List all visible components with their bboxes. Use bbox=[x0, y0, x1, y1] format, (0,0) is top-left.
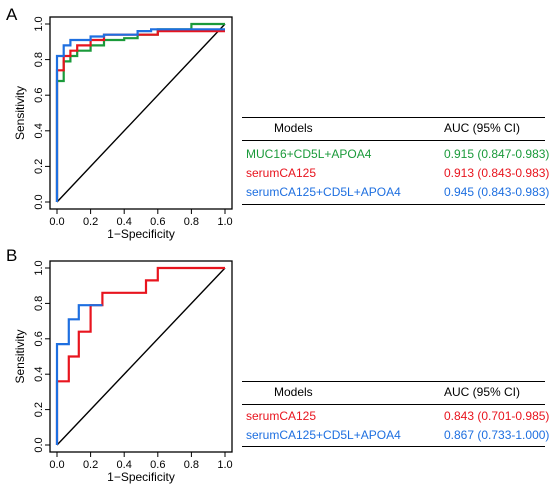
x-tick-label: 0.8 bbox=[184, 459, 199, 471]
y-tick-label: 0.8 bbox=[33, 52, 45, 67]
x-tick-label: 0.4 bbox=[117, 216, 132, 228]
x-axis-label: 1−Specificity bbox=[107, 470, 175, 484]
table-row: serumCA125 0.913 (0.843-0.983) bbox=[242, 163, 549, 181]
y-axis-label: Sensitivity bbox=[13, 329, 27, 383]
model-name: serumCA125 bbox=[246, 409, 317, 423]
table-row: serumCA125 0.843 (0.701-0.985) bbox=[242, 406, 549, 424]
y-tick-label: 0.8 bbox=[33, 296, 45, 311]
roc-curve bbox=[55, 28, 225, 202]
y-axis-label: Sensitivity bbox=[13, 86, 27, 140]
header-models: Models bbox=[274, 121, 313, 135]
x-tick-label: 0.8 bbox=[184, 216, 199, 228]
y-tick-label: 0.2 bbox=[33, 402, 45, 417]
roc-curve bbox=[55, 30, 225, 202]
reference-diagonal bbox=[56, 267, 226, 446]
y-tick-label: 0.4 bbox=[33, 367, 45, 382]
x-tick-label: 0.2 bbox=[83, 216, 98, 228]
model-name: MUC16+CD5L+APOA4 bbox=[246, 147, 372, 161]
panel-letter-a: A bbox=[6, 5, 18, 24]
x-tick-label: 0.4 bbox=[117, 459, 132, 471]
x-tick-label: 1.0 bbox=[217, 459, 232, 471]
model-name: serumCA125+CD5L+APOA4 bbox=[246, 428, 401, 442]
y-tick-label: 0.6 bbox=[33, 331, 45, 346]
auc-value: 0.867 (0.733-1.000) bbox=[444, 428, 550, 442]
auc-table-a: Models AUC (95% CI) MUC16+CD5L+APOA4 0.9… bbox=[242, 117, 549, 209]
table-header: Models AUC (95% CI) bbox=[242, 117, 545, 141]
y-tick-label: 0.0 bbox=[33, 437, 45, 452]
auc-value: 0.913 (0.843-0.983) bbox=[444, 166, 550, 180]
auc-table-b: Models AUC (95% CI) serumCA125 0.843 (0.… bbox=[242, 381, 549, 451]
auc-value: 0.843 (0.701-0.985) bbox=[444, 409, 550, 423]
table-row: serumCA125+CD5L+APOA4 0.867 (0.733-1.000… bbox=[242, 425, 549, 443]
model-name: serumCA125+CD5L+APOA4 bbox=[246, 185, 401, 199]
model-name: serumCA125 bbox=[246, 166, 317, 180]
header-models: Models bbox=[274, 385, 313, 399]
roc-chart-b: 0.0 0.0 0.2 0.2 0.4 0.4 0.6 0.6 0.8 0.8 1.0 1.0 1−Sp… bbox=[13, 260, 233, 484]
x-tick-label: 0.0 bbox=[49, 216, 64, 228]
x-tick-label: 0.6 bbox=[150, 216, 165, 228]
y-tick-label: 1.0 bbox=[33, 260, 45, 275]
header-auc: AUC (95% CI) bbox=[444, 385, 521, 399]
y-tick-label: 1.0 bbox=[33, 16, 45, 31]
x-axis-label: 1−Specificity bbox=[107, 227, 175, 241]
table-bottom-rule bbox=[242, 204, 545, 205]
y-tick-label: 0.0 bbox=[33, 194, 45, 209]
y-tick-label: 0.2 bbox=[33, 159, 45, 174]
y-tick-label: 0.6 bbox=[33, 88, 45, 103]
x-tick-label: 1.0 bbox=[217, 216, 232, 228]
panel-letter-b: B bbox=[6, 246, 18, 265]
header-auc: AUC (95% CI) bbox=[444, 121, 521, 135]
roc-chart-a: 0.0 0.0 0.2 0.2 0.4 0.4 0.6 0.6 0.8 0.8 1.0 1.0 1−Sp… bbox=[13, 16, 233, 241]
plot-frame bbox=[49, 260, 233, 453]
plot-frame bbox=[49, 16, 233, 210]
table-row: MUC16+CD5L+APOA4 0.915 (0.847-0.983) bbox=[242, 144, 549, 162]
roc-curve bbox=[55, 304, 103, 445]
table-bottom-rule bbox=[242, 446, 545, 447]
y-tick-label: 0.4 bbox=[33, 123, 45, 138]
table-header: Models AUC (95% CI) bbox=[242, 381, 545, 405]
table-row: serumCA125+CD5L+APOA4 0.945 (0.843-0.983… bbox=[242, 182, 549, 200]
x-tick-label: 0.0 bbox=[49, 459, 64, 471]
x-tick-label: 0.2 bbox=[83, 459, 98, 471]
x-tick-label: 0.6 bbox=[150, 459, 165, 471]
auc-value: 0.915 (0.847-0.983) bbox=[444, 147, 550, 161]
auc-value: 0.945 (0.843-0.983) bbox=[444, 185, 550, 199]
reference-diagonal bbox=[56, 23, 226, 203]
